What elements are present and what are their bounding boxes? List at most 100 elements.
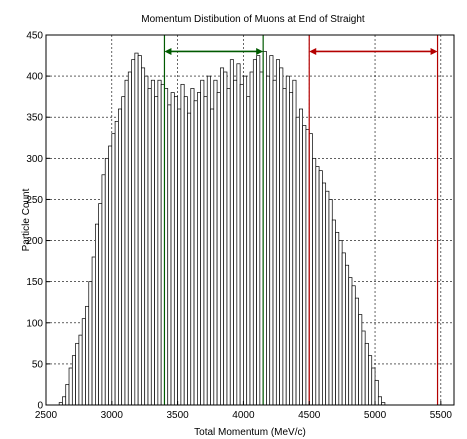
histogram-bar bbox=[210, 108, 215, 406]
histogram-bar bbox=[144, 75, 149, 406]
histogram-bar bbox=[282, 88, 287, 406]
histogram-bar bbox=[279, 67, 284, 406]
histogram-bar bbox=[118, 108, 123, 406]
x-tick-label: 5000 bbox=[364, 410, 387, 421]
histogram-bar bbox=[328, 199, 333, 406]
histogram-bar bbox=[78, 334, 83, 406]
histogram-bar bbox=[150, 79, 155, 406]
histogram-bar bbox=[256, 55, 261, 406]
histogram-bar bbox=[239, 83, 244, 406]
histogram-bar bbox=[183, 96, 188, 406]
histogram-bar bbox=[269, 55, 274, 406]
histogram-bar bbox=[229, 59, 234, 406]
arrow-head-right bbox=[256, 47, 264, 55]
histogram-bar bbox=[285, 75, 290, 406]
histogram-bar bbox=[295, 116, 300, 406]
histogram-bar bbox=[341, 252, 346, 406]
histogram-bar bbox=[338, 240, 343, 406]
chart-title: Momentum Distibution of Muons at End of … bbox=[141, 14, 365, 25]
histogram-bar bbox=[98, 203, 103, 406]
histogram-bar bbox=[134, 52, 139, 406]
histogram-bar bbox=[157, 79, 162, 406]
histogram-bar bbox=[108, 145, 113, 406]
histogram-bars bbox=[58, 51, 386, 406]
histogram-bar bbox=[85, 305, 90, 406]
x-tick-label: 2500 bbox=[35, 410, 58, 421]
histogram-bar bbox=[325, 190, 330, 406]
histogram-bar bbox=[364, 342, 369, 406]
histogram-bar bbox=[354, 297, 359, 406]
histogram-bar bbox=[252, 59, 257, 406]
histogram-bar bbox=[131, 59, 136, 406]
arrow-head-right bbox=[430, 47, 438, 55]
histogram-bar bbox=[318, 170, 323, 406]
histogram-bar bbox=[81, 318, 86, 406]
histogram-bar bbox=[216, 92, 221, 406]
histogram-bar bbox=[371, 367, 376, 406]
x-axis-label: Total Momentum (MeV/c) bbox=[194, 427, 306, 438]
histogram-bar bbox=[351, 285, 356, 406]
histogram-bar bbox=[180, 83, 185, 406]
histogram-bar bbox=[266, 75, 271, 406]
y-tick-label: 50 bbox=[32, 359, 44, 370]
histogram-bar bbox=[302, 125, 307, 406]
histogram-bar bbox=[361, 330, 366, 406]
histogram-bar bbox=[91, 256, 96, 406]
histogram-bar bbox=[104, 157, 109, 406]
histogram-bar bbox=[223, 71, 228, 406]
histogram-bar bbox=[368, 355, 373, 406]
y-tick-label: 300 bbox=[26, 154, 43, 165]
histogram-bar bbox=[220, 67, 225, 406]
histogram-bar bbox=[177, 108, 182, 406]
x-tick-label: 4500 bbox=[298, 410, 321, 421]
histogram-bar bbox=[75, 342, 80, 406]
range-arrow-1 bbox=[163, 35, 264, 405]
histogram-bar bbox=[170, 92, 175, 406]
histogram-bar bbox=[299, 108, 303, 406]
y-tick-label: 450 bbox=[26, 31, 43, 42]
histogram-bar bbox=[154, 96, 159, 406]
histogram-bar bbox=[200, 79, 205, 406]
x-tick-label: 4000 bbox=[232, 410, 255, 421]
histogram-bar bbox=[335, 231, 340, 406]
y-axis-label: Particle Count bbox=[21, 188, 32, 251]
histogram-bar bbox=[111, 133, 116, 406]
arrow-head-left bbox=[309, 47, 317, 55]
histogram-bar bbox=[173, 96, 178, 406]
histogram-bar bbox=[65, 384, 70, 406]
histogram-bar bbox=[322, 182, 327, 406]
y-tick-label: 350 bbox=[26, 113, 43, 124]
histogram-bar bbox=[358, 314, 363, 406]
histogram-bar bbox=[315, 166, 320, 406]
histogram-bar bbox=[226, 88, 231, 406]
histogram-bar bbox=[197, 92, 201, 406]
histogram-bar bbox=[68, 367, 73, 406]
range-annotations bbox=[163, 35, 439, 405]
histogram-bar bbox=[193, 100, 198, 406]
histogram-bar bbox=[312, 157, 317, 406]
range-arrow-2 bbox=[308, 35, 439, 405]
histogram-bar bbox=[71, 355, 76, 406]
histogram-bar bbox=[88, 281, 93, 406]
histogram-bar bbox=[377, 396, 382, 406]
histogram-bar bbox=[95, 223, 99, 406]
histogram-bar bbox=[236, 63, 241, 406]
histogram-bar bbox=[246, 96, 251, 406]
histogram-bar bbox=[292, 79, 297, 406]
histogram-bar bbox=[275, 59, 280, 406]
histogram-bar bbox=[272, 79, 277, 406]
x-tick-label: 3500 bbox=[166, 410, 189, 421]
histogram-bar bbox=[213, 79, 218, 406]
histogram-bar bbox=[141, 67, 146, 406]
histogram-bar bbox=[206, 75, 211, 406]
x-tick-label: 3000 bbox=[101, 410, 124, 421]
histogram-bar bbox=[243, 75, 248, 406]
histogram-bar bbox=[190, 88, 195, 406]
histogram-bar bbox=[187, 112, 192, 406]
histogram-bar bbox=[127, 71, 132, 406]
arrow-head-left bbox=[164, 47, 172, 55]
histogram-bar bbox=[101, 174, 106, 406]
y-tick-label: 100 bbox=[26, 318, 43, 329]
histogram-bar bbox=[233, 79, 238, 406]
